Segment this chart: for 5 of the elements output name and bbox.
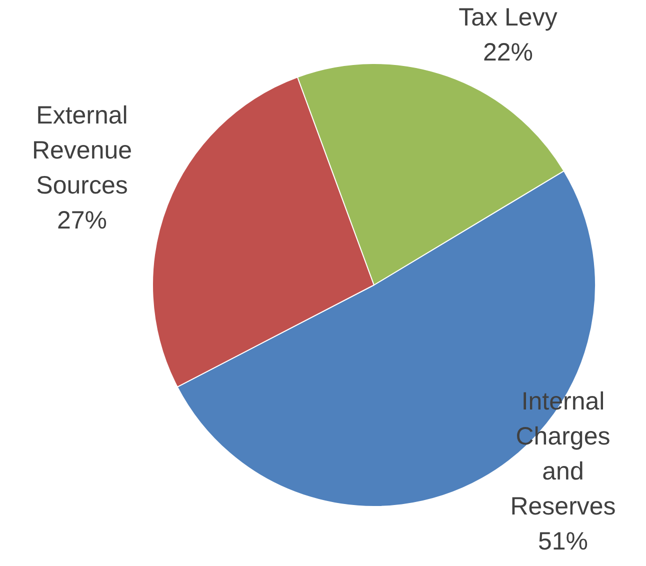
data-label: 22% — [482, 38, 534, 66]
data-label: 51% — [538, 527, 588, 556]
slice-label: External Revenue Sources — [32, 101, 132, 200]
slice-label: Tax Levy — [458, 3, 558, 32]
data-label: 27% — [56, 206, 108, 234]
